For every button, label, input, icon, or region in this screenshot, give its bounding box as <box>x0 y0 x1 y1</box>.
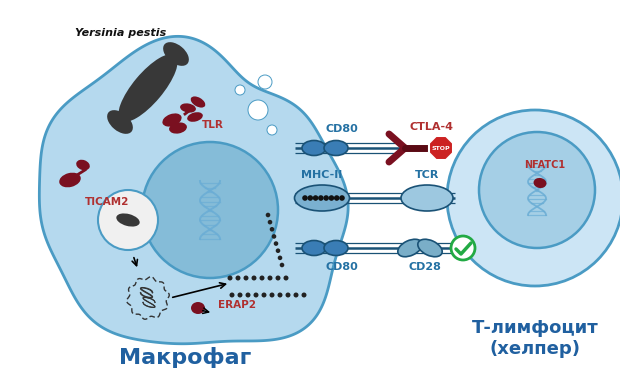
Circle shape <box>244 275 249 280</box>
Ellipse shape <box>60 173 81 187</box>
Circle shape <box>258 75 272 89</box>
Text: Yersinia pestis: Yersinia pestis <box>75 28 166 38</box>
Circle shape <box>248 100 268 120</box>
Circle shape <box>142 142 278 278</box>
Ellipse shape <box>324 241 348 255</box>
Text: TICAM2: TICAM2 <box>85 197 130 207</box>
Circle shape <box>275 275 280 280</box>
Circle shape <box>252 275 257 280</box>
Circle shape <box>278 292 283 298</box>
Circle shape <box>447 110 620 286</box>
Circle shape <box>276 248 280 253</box>
Circle shape <box>260 275 265 280</box>
Circle shape <box>293 292 298 298</box>
Ellipse shape <box>302 140 326 156</box>
Circle shape <box>283 275 288 280</box>
Ellipse shape <box>107 110 133 134</box>
Circle shape <box>301 292 306 298</box>
Ellipse shape <box>187 112 203 122</box>
Ellipse shape <box>180 103 196 113</box>
Circle shape <box>270 227 274 232</box>
Text: CD80: CD80 <box>325 262 358 272</box>
Circle shape <box>308 195 313 201</box>
Ellipse shape <box>401 185 453 211</box>
Circle shape <box>451 236 475 260</box>
Circle shape <box>273 241 278 246</box>
Text: Т-лимфоцит
(хелпер): Т-лимфоцит (хелпер) <box>472 319 598 358</box>
Ellipse shape <box>118 54 178 122</box>
Ellipse shape <box>191 302 205 314</box>
Ellipse shape <box>163 42 189 66</box>
Circle shape <box>98 190 158 250</box>
Ellipse shape <box>398 239 422 257</box>
Circle shape <box>237 292 242 298</box>
Ellipse shape <box>191 96 205 108</box>
Text: CTLA-4: CTLA-4 <box>410 122 454 132</box>
Circle shape <box>324 195 329 201</box>
Circle shape <box>228 275 232 280</box>
Text: Макрофаг: Макрофаг <box>119 347 251 368</box>
Circle shape <box>318 195 324 201</box>
Circle shape <box>236 275 241 280</box>
Polygon shape <box>429 136 453 160</box>
Circle shape <box>280 263 285 267</box>
Text: TCR: TCR <box>415 170 439 180</box>
Circle shape <box>267 125 277 135</box>
Ellipse shape <box>324 140 348 156</box>
Circle shape <box>235 85 245 95</box>
Circle shape <box>339 195 345 201</box>
Circle shape <box>268 220 272 224</box>
Polygon shape <box>39 36 348 344</box>
Circle shape <box>285 292 291 298</box>
Circle shape <box>266 213 270 217</box>
Ellipse shape <box>162 113 182 127</box>
Text: STOP: STOP <box>432 145 450 151</box>
Circle shape <box>329 195 334 201</box>
Text: TLR: TLR <box>202 120 224 130</box>
Ellipse shape <box>534 178 546 188</box>
Text: CD80: CD80 <box>325 124 358 134</box>
Ellipse shape <box>169 122 187 134</box>
Text: CD28: CD28 <box>409 262 441 272</box>
Circle shape <box>278 255 282 260</box>
Circle shape <box>479 132 595 248</box>
Ellipse shape <box>117 213 140 227</box>
Text: MHC-II: MHC-II <box>301 170 343 180</box>
Ellipse shape <box>302 241 326 255</box>
Circle shape <box>334 195 340 201</box>
Circle shape <box>254 292 259 298</box>
Ellipse shape <box>418 239 442 257</box>
Circle shape <box>302 195 308 201</box>
Text: NFATC1: NFATC1 <box>525 160 565 170</box>
Circle shape <box>267 275 273 280</box>
Ellipse shape <box>294 185 350 211</box>
Circle shape <box>272 234 277 239</box>
Circle shape <box>262 292 267 298</box>
Circle shape <box>246 292 250 298</box>
Circle shape <box>229 292 234 298</box>
Circle shape <box>270 292 275 298</box>
Ellipse shape <box>76 160 90 170</box>
Text: ERAP2: ERAP2 <box>218 300 256 310</box>
Circle shape <box>312 195 319 201</box>
